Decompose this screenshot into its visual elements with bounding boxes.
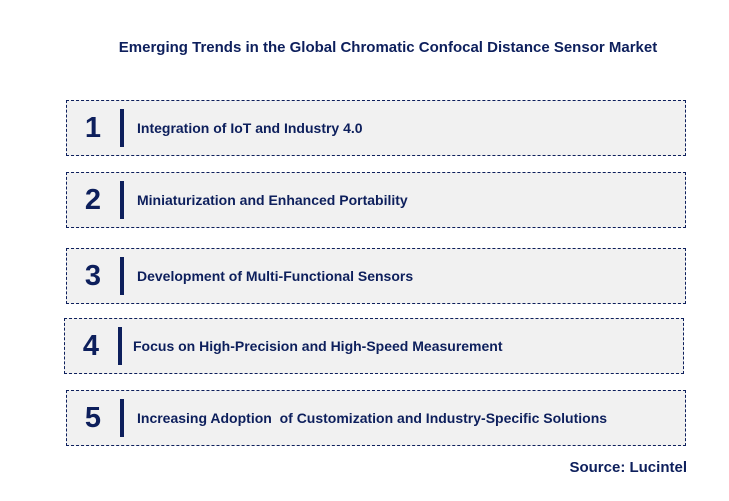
trend-number: 3 [84, 259, 102, 292]
divider-bar [118, 327, 122, 365]
trend-label: Integration of IoT and Industry 4.0 [137, 120, 363, 136]
divider-bar [120, 181, 124, 219]
trend-number: 2 [84, 183, 102, 216]
trend-number: 4 [82, 329, 100, 362]
trend-item-5: 5 Increasing Adoption of Customization a… [66, 390, 686, 446]
trend-item-2: 2 Miniaturization and Enhanced Portabili… [66, 172, 686, 228]
trend-label: Miniaturization and Enhanced Portability [137, 192, 408, 208]
trend-item-4: 4 Focus on High-Precision and High-Speed… [64, 318, 684, 374]
trend-number: 5 [84, 401, 102, 434]
trend-label: Focus on High-Precision and High-Speed M… [133, 338, 503, 354]
trend-label: Development of Multi-Functional Sensors [137, 268, 414, 284]
trend-item-3: 3 Development of Multi-Functional Sensor… [66, 248, 686, 304]
divider-bar [120, 399, 124, 437]
trend-number: 1 [84, 111, 102, 144]
divider-bar [120, 109, 124, 147]
trend-item-1: 1 Integration of IoT and Industry 4.0 [66, 100, 686, 156]
diagram-title: Emerging Trends in the Global Chromatic … [118, 39, 658, 56]
trend-label: Increasing Adoption of Customization and… [137, 410, 608, 426]
source-label: Source: Lucintel [569, 459, 687, 476]
divider-bar [120, 257, 124, 295]
